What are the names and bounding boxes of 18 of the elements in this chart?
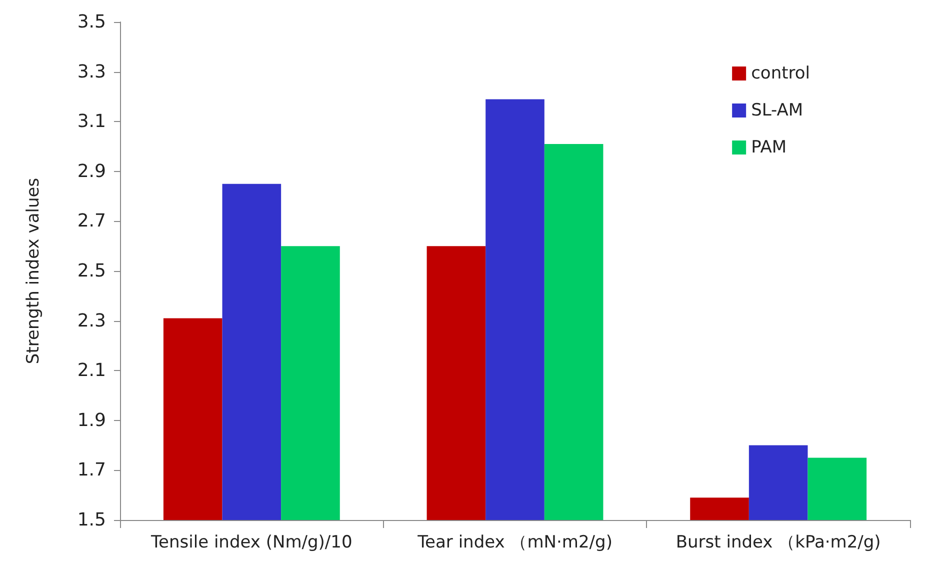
y-tick-label: 3.5 [77, 12, 106, 32]
legend-label: control [751, 64, 810, 84]
y-tick-label: 2.1 [77, 360, 106, 382]
y-tick-label: 2.7 [77, 210, 106, 232]
legend-label: SL-AM [751, 100, 804, 120]
x-tick-label: Tear index （mN·m2/g) [416, 532, 612, 552]
y-axis-title: Strength index values [24, 178, 44, 364]
y-tick-label: 3.1 [77, 111, 106, 132]
y-tick-label: 2.3 [77, 310, 106, 332]
x-tick-label: Burst index （kPa·m2/g) [676, 532, 881, 552]
y-tick-label: 2.9 [77, 160, 106, 182]
y-tick-label: 1.5 [77, 510, 106, 530]
y-tick-label: 1.7 [77, 460, 106, 481]
y-tick-label: 3.3 [77, 61, 106, 82]
legend-label: PAM [751, 138, 787, 158]
y-tick-label: 2.5 [77, 260, 106, 282]
x-tick-label: Tensile index (Nm/g)/10 [150, 532, 352, 552]
y-tick-label: 1.9 [77, 410, 106, 431]
